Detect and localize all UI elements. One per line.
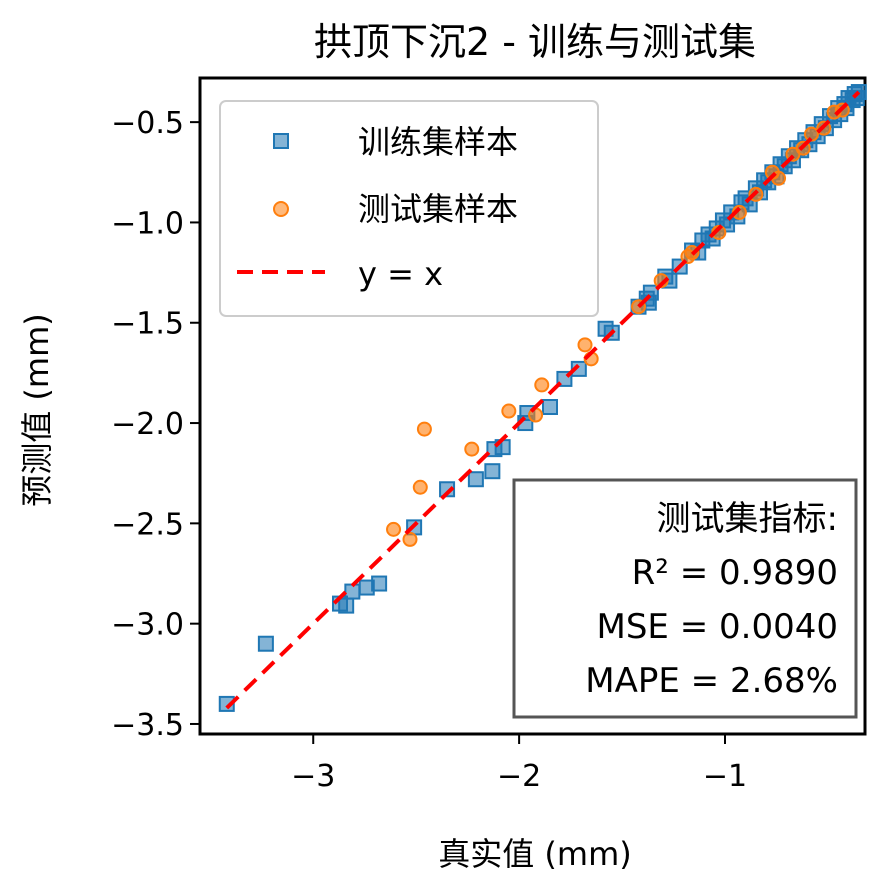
legend-label-reference: y = x <box>358 255 443 293</box>
y-tick-label: −1.0 <box>111 206 184 241</box>
test-point <box>464 441 480 457</box>
legend: 训练集样本 测试集样本 y = x <box>219 100 599 317</box>
x-tick-label: −1 <box>703 759 747 794</box>
legend-marker-train <box>273 133 289 149</box>
y-tick-label: −1.5 <box>111 307 184 342</box>
train-point <box>542 399 558 416</box>
test-point <box>534 377 550 393</box>
reference-line-y-equals-x <box>225 90 861 710</box>
train-point <box>257 635 274 652</box>
y-tick-label: −2.0 <box>111 407 184 442</box>
y-tick-label: −3.0 <box>111 608 184 643</box>
y-tick-label: −2.5 <box>111 507 184 542</box>
metrics-mse: MSE = 0.0040 <box>597 607 838 647</box>
metrics-heading: 测试集指标: <box>657 499 838 539</box>
metrics-frame <box>512 478 858 719</box>
train-point <box>467 471 484 488</box>
test-point <box>803 126 819 142</box>
train-point <box>338 597 355 614</box>
test-point <box>577 337 593 353</box>
y-tick-label: −3.5 <box>111 708 184 743</box>
metrics-r2: R² = 0.9890 <box>632 553 838 593</box>
test-point <box>412 479 428 495</box>
metrics-box: 测试集指标: R² = 0.9890 MSE = 0.0040 MAPE = 2… <box>512 478 858 719</box>
x-tick-label: −2 <box>497 759 541 794</box>
test-point <box>416 421 432 437</box>
metrics-mape: MAPE = 2.68% <box>585 661 838 701</box>
train-point <box>484 463 501 480</box>
train-point <box>218 695 235 712</box>
test-point <box>402 531 418 547</box>
x-tick-label: −3 <box>291 759 335 794</box>
train-point <box>439 481 456 498</box>
legend-marker-test <box>273 201 289 217</box>
test-point <box>386 521 402 537</box>
train-point <box>570 360 587 377</box>
legend-frame <box>219 100 599 317</box>
y-tick-label: −0.5 <box>111 106 184 141</box>
train-point <box>371 575 388 592</box>
y-axis-label: 预测值 (mm) <box>18 313 56 507</box>
y-axis-ticks: −3.5 −3.0 −2.5 −2.0 −1.5 −1.0 −0.5 <box>111 106 200 743</box>
x-axis-ticks: −3 −2 −1 <box>291 734 747 794</box>
x-axis-label: 真实值 (mm) <box>438 835 632 873</box>
legend-label-test: 测试集样本 <box>358 190 518 228</box>
chart-title: 拱顶下沉2 - 训练与测试集 <box>314 20 756 64</box>
train-point <box>344 583 361 600</box>
legend-label-train: 训练集样本 <box>358 123 518 161</box>
test-point <box>501 403 517 419</box>
